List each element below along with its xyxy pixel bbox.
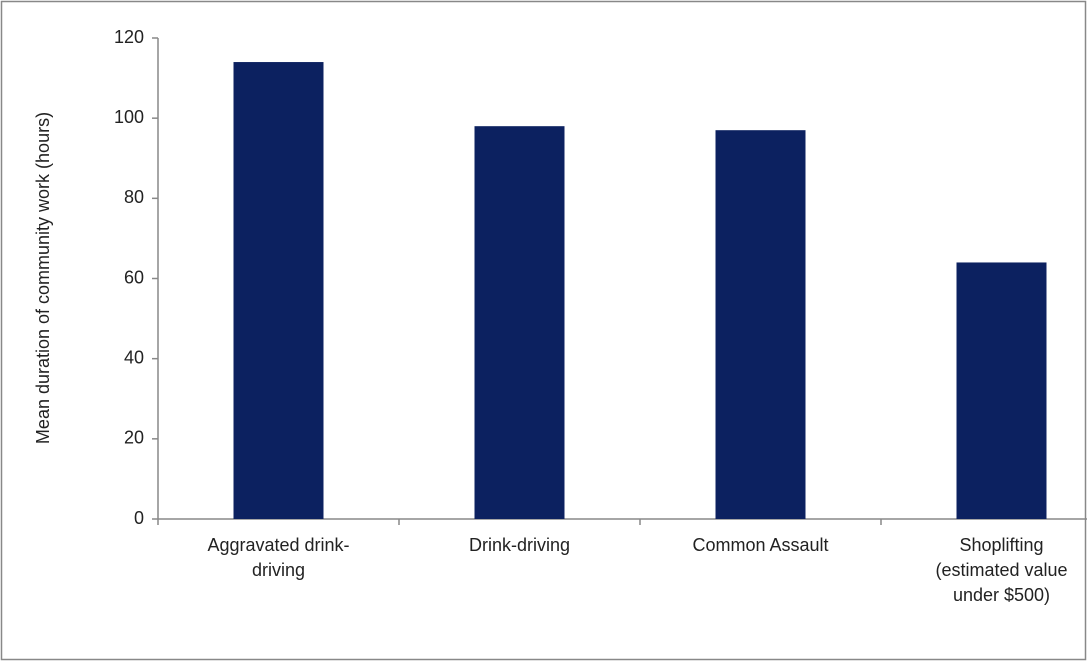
y-tick-label: 0 [134,508,144,528]
y-tick-label: 40 [124,347,144,367]
y-tick-label: 120 [114,27,144,47]
x-tick-label: Aggravated drink-driving [207,535,350,580]
bar [715,130,806,520]
x-tick-label: Shoplifting (estimated value under $500) [935,535,1068,605]
y-axis-title: Mean duration of community work (hours) [33,112,53,444]
y-tick-label: 80 [124,187,144,207]
bar [956,262,1047,519]
x-tick-label: Drink-driving [468,535,571,555]
y-tick-label: 60 [124,267,144,287]
y-tick-label: 20 [124,428,144,448]
bar [233,62,324,520]
x-tick-label: Common Assault [692,535,829,555]
y-tick-label: 100 [114,107,144,127]
bar [474,126,565,519]
